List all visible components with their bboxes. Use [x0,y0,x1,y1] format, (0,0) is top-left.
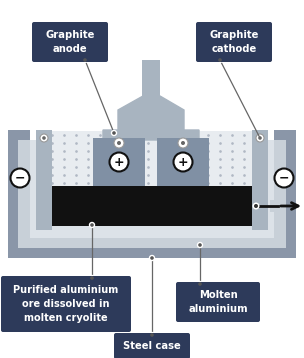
Circle shape [111,130,117,136]
Circle shape [150,256,154,260]
Text: +: + [178,155,188,169]
Circle shape [40,134,48,142]
Bar [8,240,296,258]
Bar [42,131,262,226]
Bar [44,186,260,226]
Circle shape [89,275,95,281]
FancyBboxPatch shape [196,22,272,62]
Text: Graphite
anode: Graphite anode [45,30,95,54]
Circle shape [90,223,94,227]
Text: Graphite
cathode: Graphite cathode [209,30,259,54]
Circle shape [181,141,185,145]
Circle shape [198,243,202,247]
Circle shape [150,333,154,337]
Circle shape [218,58,222,62]
Bar [18,140,36,248]
Bar [274,130,296,258]
Text: Steel case: Steel case [123,341,181,351]
Circle shape [217,57,223,63]
FancyBboxPatch shape [114,333,190,358]
Bar [44,131,260,186]
Bar [268,140,286,248]
Polygon shape [103,96,199,140]
Bar [256,140,274,238]
Circle shape [174,153,192,171]
Circle shape [90,276,94,280]
FancyBboxPatch shape [176,282,260,322]
Bar [110,130,128,186]
Bar [93,138,145,186]
Circle shape [83,58,87,62]
Bar [18,233,286,248]
Bar [252,130,268,230]
Circle shape [89,222,95,228]
Circle shape [256,134,264,142]
Circle shape [197,242,203,248]
Circle shape [253,203,260,209]
Bar [270,200,282,212]
Bar [36,130,52,230]
Text: −: − [15,171,25,184]
Text: +: + [114,155,124,169]
Circle shape [117,141,121,145]
Circle shape [114,138,124,148]
Circle shape [178,138,188,148]
Circle shape [254,204,258,208]
Bar [157,138,209,186]
Circle shape [11,169,29,188]
FancyBboxPatch shape [32,22,108,62]
Bar [30,226,274,238]
Bar [8,130,30,258]
Circle shape [258,136,262,140]
Circle shape [42,136,46,140]
Circle shape [149,255,155,261]
Circle shape [275,169,293,188]
Bar [142,60,160,96]
Circle shape [112,131,116,135]
Bar [30,140,48,238]
Circle shape [197,281,203,287]
Circle shape [82,57,88,63]
Text: Purified aluminium
ore dissolved in
molten cryolite: Purified aluminium ore dissolved in molt… [13,285,119,323]
Circle shape [149,332,155,338]
Circle shape [109,153,129,171]
Bar [174,130,192,186]
FancyBboxPatch shape [1,276,131,332]
Text: Molten
aluminium: Molten aluminium [188,290,248,314]
Text: −: − [279,171,289,184]
Circle shape [198,282,202,286]
